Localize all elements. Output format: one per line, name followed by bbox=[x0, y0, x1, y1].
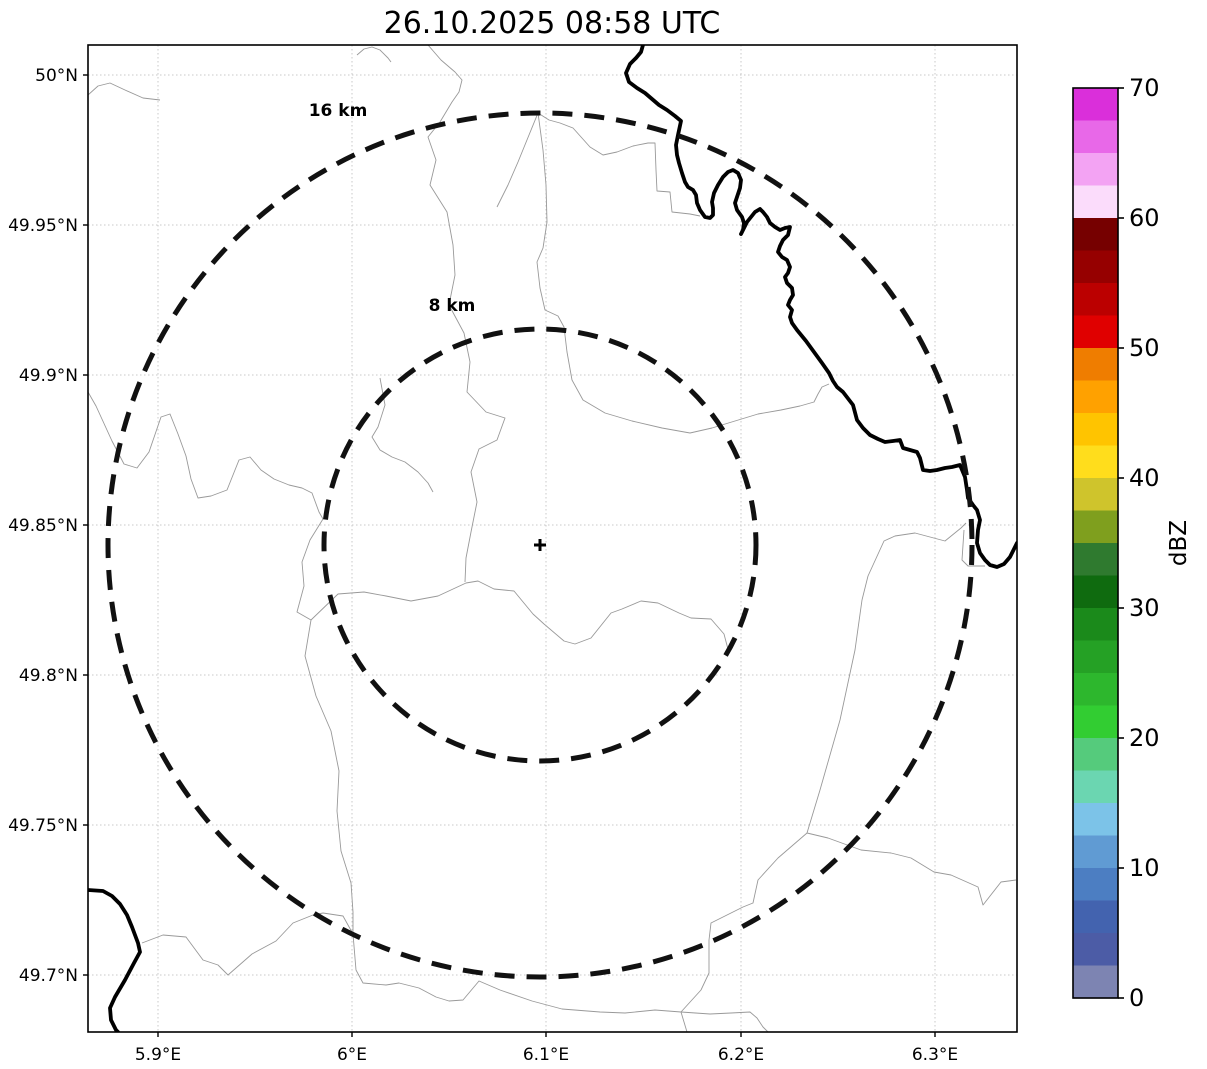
x-tick-label: 6.3°E bbox=[912, 1045, 958, 1065]
colorbar-tick-label: 10 bbox=[1129, 854, 1160, 882]
admin-boundary-line bbox=[296, 518, 730, 654]
colorbar-unit-label: dBZ bbox=[1166, 520, 1192, 566]
colorbar-segment bbox=[1073, 315, 1118, 349]
colorbar-segment bbox=[1073, 88, 1118, 122]
admin-boundary-line bbox=[427, 45, 506, 583]
admin-boundary-line bbox=[141, 912, 769, 1032]
range-ring-8-km bbox=[321, 326, 759, 764]
y-tick-label: 49.85°N bbox=[8, 516, 78, 536]
plot-frame bbox=[87, 44, 1018, 1033]
admin-boundary-line bbox=[680, 599, 863, 1013]
admin-boundary-line bbox=[861, 522, 967, 601]
colorbar-segment bbox=[1073, 900, 1118, 934]
colorbar-segment bbox=[1073, 445, 1118, 479]
y-tick-label: 49.7°N bbox=[19, 966, 78, 986]
colorbar-layer: 70 60 50 40 30 20 10 0 bbox=[1072, 74, 1160, 1012]
colorbar-tick-label: 20 bbox=[1129, 724, 1160, 752]
y-tick-label: 49.75°N bbox=[8, 816, 78, 836]
colorbar-segment bbox=[1073, 218, 1118, 252]
y-tick-label: 49.95°N bbox=[8, 216, 78, 236]
colorbar-segment bbox=[1073, 413, 1118, 447]
colorbar-tick-label: 40 bbox=[1129, 464, 1160, 492]
admin-boundary-line bbox=[680, 1011, 688, 1032]
colorbar-segment bbox=[1073, 835, 1118, 869]
colorbar-segment bbox=[1073, 120, 1118, 154]
axes-layer: 5.9°E 6°E 6.1°E 6.2°E 6.3°E 50°N 49.95°N 49.9°N… bbox=[8, 44, 1018, 1065]
colorbar-segment bbox=[1073, 250, 1118, 284]
admin-boundary-line bbox=[536, 112, 830, 434]
colorbar-segment bbox=[1073, 380, 1118, 414]
x-tick-label: 5.9°E bbox=[135, 1045, 181, 1065]
colorbar-segment bbox=[1073, 478, 1118, 512]
colorbar-tick-label: 70 bbox=[1129, 74, 1160, 102]
admin-boundary-line bbox=[304, 619, 354, 934]
colorbar-tick-label: 50 bbox=[1129, 334, 1160, 362]
plot-title: 26.10.2025 08:58 UTC bbox=[384, 6, 721, 41]
colorbar-frame bbox=[1072, 87, 1119, 999]
colorbar-segment bbox=[1073, 770, 1118, 804]
colorbar-segment bbox=[1073, 153, 1118, 187]
range-ring-label: 8 km bbox=[429, 296, 476, 316]
colorbar-segment bbox=[1073, 705, 1118, 739]
admin-boundary-line bbox=[88, 82, 161, 101]
admin-boundary-line bbox=[806, 832, 1017, 906]
admin-boundary-line bbox=[371, 377, 434, 493]
colorbar-segment bbox=[1073, 510, 1118, 544]
colorbar-segment bbox=[1073, 185, 1118, 219]
colorbar-tick-label: 0 bbox=[1129, 984, 1144, 1012]
admin-boundary-line bbox=[88, 391, 324, 520]
y-tick-label: 49.8°N bbox=[19, 666, 78, 686]
colorbar-segment bbox=[1073, 640, 1118, 674]
colorbar-tick-label: 60 bbox=[1129, 204, 1160, 232]
colorbar-segment bbox=[1073, 738, 1118, 772]
admin-boundary-line bbox=[356, 46, 392, 63]
map-layer bbox=[88, 45, 1017, 1032]
colorbar-segment bbox=[1073, 803, 1118, 837]
range-ring-16-km bbox=[105, 110, 975, 980]
colorbar-segment bbox=[1073, 673, 1118, 707]
colorbar-segment bbox=[1073, 868, 1118, 902]
colorbar-segment bbox=[1073, 348, 1118, 382]
admin-boundary-line bbox=[496, 112, 701, 217]
colorbar-segment bbox=[1073, 283, 1118, 317]
colorbar-segment bbox=[1073, 933, 1118, 967]
range-rings-layer: 16 km 8 km bbox=[105, 101, 975, 980]
x-tick-label: 6.2°E bbox=[718, 1045, 764, 1065]
y-tick-label: 49.9°N bbox=[19, 366, 78, 386]
admin-boundary-line bbox=[961, 529, 985, 567]
colorbar-segment bbox=[1073, 608, 1118, 642]
x-tick-label: 6°E bbox=[337, 1045, 367, 1065]
country-border-line bbox=[88, 888, 142, 1032]
x-tick-label: 6.1°E bbox=[523, 1045, 569, 1065]
grid-layer bbox=[88, 45, 1017, 1032]
colorbar-segment bbox=[1073, 575, 1118, 609]
country-border-line bbox=[624, 45, 1017, 569]
colorbar-segment bbox=[1073, 543, 1118, 577]
y-tick-label: 50°N bbox=[35, 66, 78, 86]
colorbar-tick-label: 30 bbox=[1129, 594, 1160, 622]
colorbar-segment bbox=[1073, 965, 1118, 999]
range-ring-label: 16 km bbox=[309, 101, 368, 121]
